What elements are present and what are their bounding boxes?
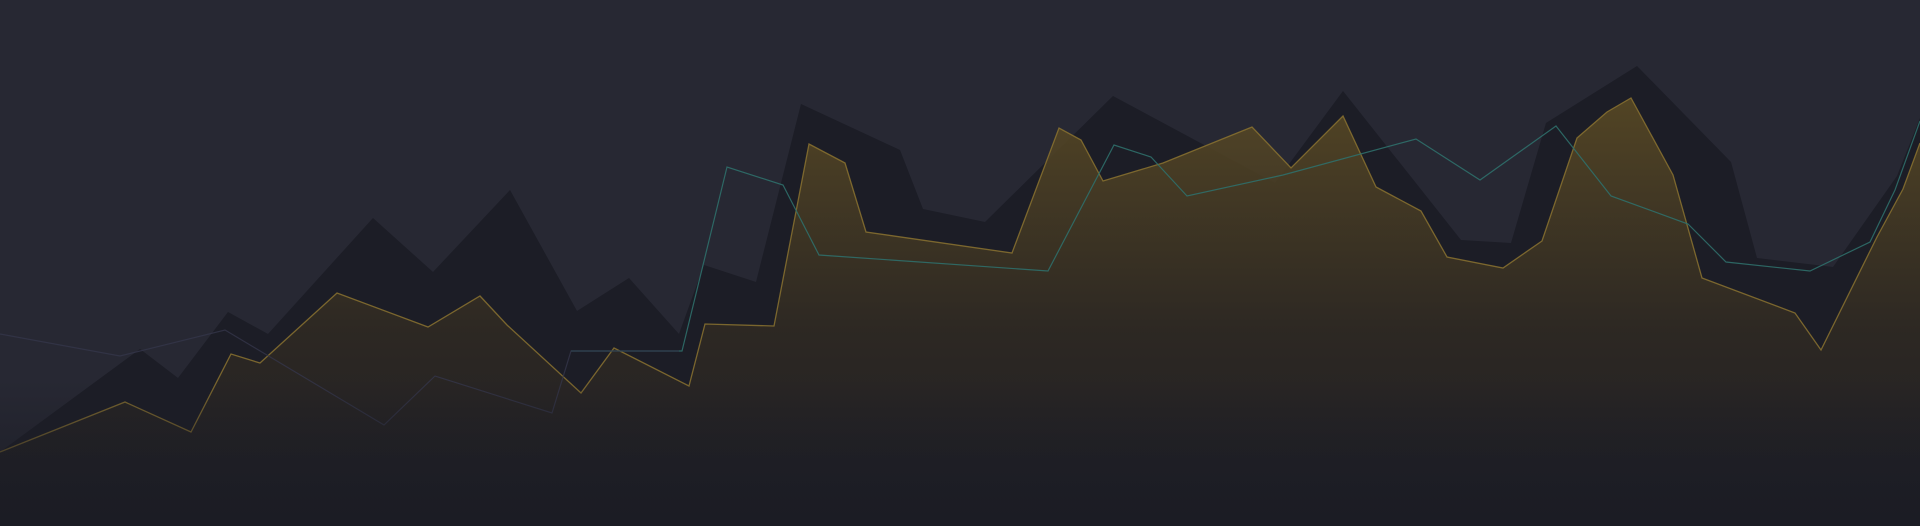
teal-series-line <box>571 120 1920 352</box>
gold-series-line <box>0 97 1920 453</box>
bottom-shade <box>0 380 1920 526</box>
